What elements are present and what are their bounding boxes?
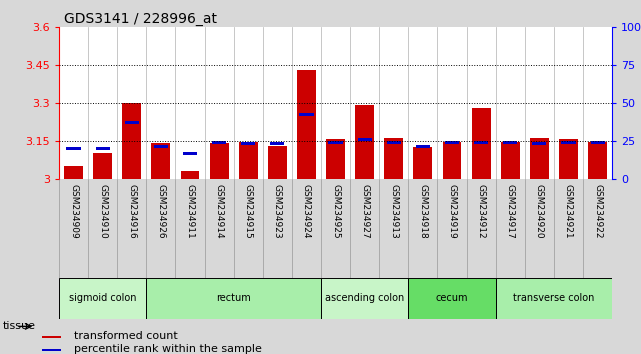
Text: GSM234921: GSM234921 (564, 184, 573, 238)
Text: GSM234916: GSM234916 (128, 184, 137, 239)
Text: GSM234918: GSM234918 (419, 184, 428, 239)
Bar (93, 153, 112, 179)
Text: GSM234915: GSM234915 (244, 184, 253, 239)
Text: GSM234923: GSM234923 (273, 184, 282, 238)
Text: GSM234927: GSM234927 (360, 184, 369, 238)
Bar (590, 141, 604, 144)
Text: GSM234917: GSM234917 (506, 184, 515, 239)
Bar (442, 142, 462, 179)
Bar (559, 139, 578, 179)
Bar (124, 121, 139, 124)
Bar (181, 171, 199, 179)
Text: ascending colon: ascending colon (325, 293, 404, 303)
Bar (358, 138, 372, 141)
Text: tissue: tissue (3, 321, 36, 331)
Bar (122, 103, 141, 179)
Bar (238, 142, 258, 179)
Bar (96, 147, 110, 150)
Text: GSM234911: GSM234911 (185, 184, 194, 239)
Text: GSM234913: GSM234913 (389, 184, 398, 239)
Bar (42, 336, 61, 338)
Bar (408, 278, 495, 319)
Bar (67, 147, 81, 150)
Bar (212, 141, 226, 144)
Bar (501, 142, 520, 179)
Bar (299, 113, 313, 116)
Bar (268, 146, 287, 179)
Text: GSM234919: GSM234919 (447, 184, 456, 239)
Bar (416, 145, 430, 148)
Bar (326, 139, 345, 179)
Bar (154, 144, 168, 148)
Bar (297, 70, 316, 179)
Bar (495, 278, 612, 319)
Text: GSM234924: GSM234924 (302, 184, 311, 238)
Bar (503, 141, 517, 144)
Bar (241, 142, 255, 145)
Bar (588, 142, 607, 179)
Text: sigmoid colon: sigmoid colon (69, 293, 137, 303)
Bar (530, 138, 549, 179)
Bar (321, 278, 408, 319)
Bar (355, 105, 374, 179)
Text: transformed count: transformed count (74, 331, 178, 341)
Bar (151, 143, 171, 179)
Text: transverse colon: transverse colon (513, 293, 595, 303)
Bar (183, 152, 197, 155)
Text: GSM234909: GSM234909 (69, 184, 78, 239)
Bar (532, 142, 547, 145)
Bar (472, 108, 490, 179)
Bar (385, 138, 403, 179)
Bar (146, 278, 321, 319)
Bar (210, 143, 229, 179)
Text: GSM234920: GSM234920 (535, 184, 544, 238)
Text: percentile rank within the sample: percentile rank within the sample (74, 344, 262, 354)
Bar (387, 141, 401, 144)
Text: GSM234922: GSM234922 (593, 184, 602, 238)
Text: cecum: cecum (436, 293, 469, 303)
Text: rectum: rectum (216, 293, 251, 303)
Text: GSM234926: GSM234926 (156, 184, 165, 238)
Bar (328, 141, 343, 144)
Bar (413, 147, 433, 179)
Bar (271, 142, 285, 145)
Text: GSM234914: GSM234914 (215, 184, 224, 238)
Bar (562, 141, 576, 144)
Text: GDS3141 / 228996_at: GDS3141 / 228996_at (64, 12, 217, 27)
Text: GSM234912: GSM234912 (477, 184, 486, 238)
Bar (474, 141, 488, 144)
Bar (64, 166, 83, 179)
Text: GSM234910: GSM234910 (98, 184, 107, 239)
Text: GSM234925: GSM234925 (331, 184, 340, 238)
Bar (445, 141, 459, 144)
Bar (42, 349, 61, 351)
Bar (59, 278, 146, 319)
